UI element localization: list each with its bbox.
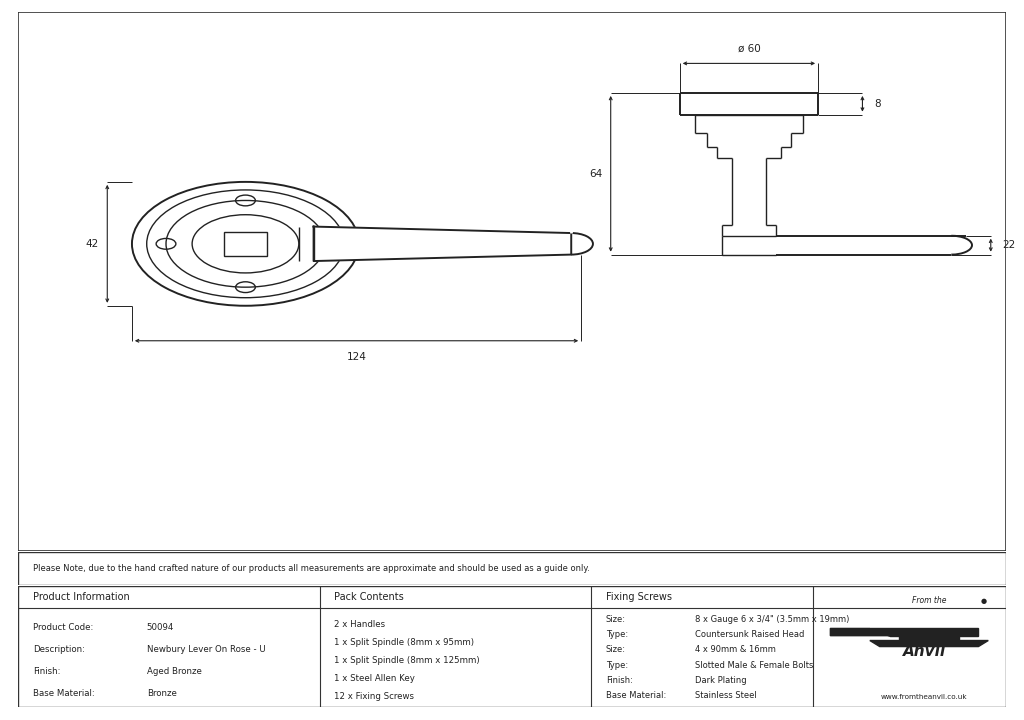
Text: Description:: Description:	[33, 645, 85, 654]
Text: 42: 42	[86, 239, 99, 249]
Text: 12 x Fixing Screws: 12 x Fixing Screws	[334, 692, 415, 701]
Text: Newbury Lever On Rose - U: Newbury Lever On Rose - U	[146, 645, 265, 654]
Polygon shape	[899, 636, 958, 641]
Text: Pack Contents: Pack Contents	[334, 592, 404, 602]
Text: Slotted Male & Female Bolts: Slotted Male & Female Bolts	[694, 660, 813, 670]
Text: Finish:: Finish:	[606, 676, 633, 685]
Text: From the: From the	[911, 596, 946, 605]
Text: Aged Bronze: Aged Bronze	[146, 667, 202, 676]
Text: Anvil: Anvil	[902, 644, 946, 659]
Text: 124: 124	[346, 352, 367, 362]
Text: Product Information: Product Information	[33, 592, 130, 602]
Text: 1 x Split Spindle (8mm x 125mm): 1 x Split Spindle (8mm x 125mm)	[334, 656, 480, 665]
Text: Finish:: Finish:	[33, 667, 60, 676]
Text: Countersunk Raised Head: Countersunk Raised Head	[694, 630, 804, 639]
Text: Type:: Type:	[606, 630, 628, 639]
Text: 8: 8	[874, 99, 881, 109]
Polygon shape	[869, 629, 978, 636]
Text: Bronze: Bronze	[146, 689, 176, 698]
Text: Stainless Steel: Stainless Steel	[694, 691, 757, 700]
Bar	[224, 232, 267, 256]
Text: www.fromtheanvil.co.uk: www.fromtheanvil.co.uk	[881, 694, 968, 701]
Text: 1 x Steel Allen Key: 1 x Steel Allen Key	[334, 674, 415, 683]
Text: 8 x Gauge 6 x 3/4" (3.5mm x 19mm): 8 x Gauge 6 x 3/4" (3.5mm x 19mm)	[694, 615, 849, 624]
Text: Size:: Size:	[606, 645, 626, 654]
Text: Product Code:: Product Code:	[33, 624, 93, 632]
Text: 22: 22	[1002, 240, 1016, 250]
Polygon shape	[830, 629, 890, 636]
Text: Please Note, due to the hand crafted nature of our products all measurements are: Please Note, due to the hand crafted nat…	[33, 564, 590, 573]
Text: 64: 64	[589, 168, 602, 179]
Text: Dark Plating: Dark Plating	[694, 676, 746, 685]
Text: ●: ●	[980, 598, 986, 603]
Text: Base Material:: Base Material:	[33, 689, 95, 698]
Polygon shape	[869, 641, 988, 647]
Text: 1 x Split Spindle (8mm x 95mm): 1 x Split Spindle (8mm x 95mm)	[334, 638, 474, 647]
Text: 50094: 50094	[146, 624, 174, 632]
Polygon shape	[313, 227, 571, 261]
Text: Size:: Size:	[606, 615, 626, 624]
Text: ø 60: ø 60	[737, 44, 760, 54]
Text: 4 x 90mm & 16mm: 4 x 90mm & 16mm	[694, 645, 775, 654]
Text: Base Material:: Base Material:	[606, 691, 666, 700]
Text: Type:: Type:	[606, 660, 628, 670]
Text: 2 x Handles: 2 x Handles	[334, 620, 385, 629]
Text: Fixing Screws: Fixing Screws	[606, 592, 672, 602]
